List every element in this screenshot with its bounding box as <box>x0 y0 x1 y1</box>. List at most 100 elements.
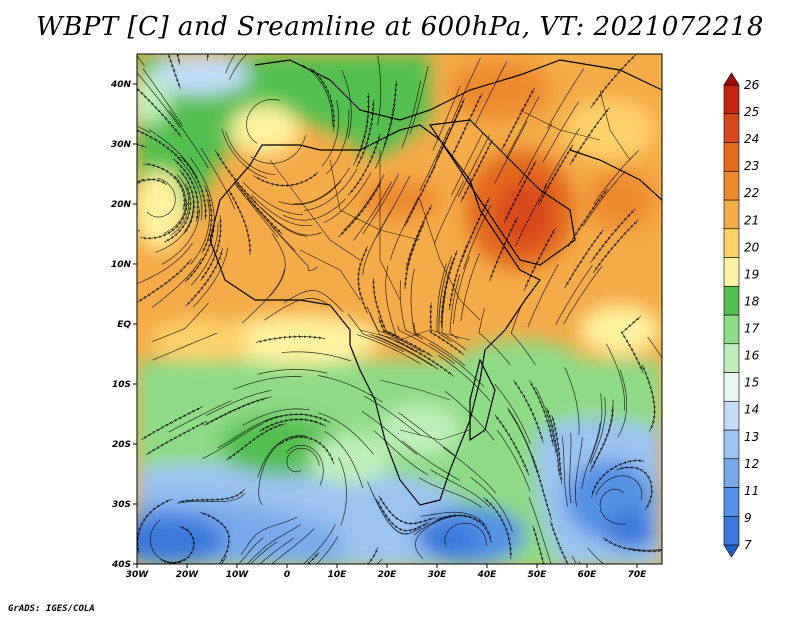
streamline <box>453 255 470 325</box>
streamline <box>587 547 605 564</box>
streamline <box>606 343 625 411</box>
streamline <box>337 182 382 238</box>
colorbar: 7 9 11 12 13 14 15 16 17 18 19 20 21 22 23 24 25 26 <box>723 72 760 558</box>
streamline <box>413 515 479 536</box>
streamline <box>242 181 303 215</box>
streamline <box>238 537 264 564</box>
streamline <box>257 369 328 375</box>
streamline <box>221 128 268 179</box>
streamline <box>602 537 662 553</box>
streamline <box>326 109 350 175</box>
streamline <box>591 459 645 498</box>
streamline <box>207 396 272 424</box>
lon-tick-label: 10W <box>226 570 250 580</box>
lat-tick-label: 20N <box>111 200 132 210</box>
streamline <box>419 126 451 191</box>
map-title: WBPT [C] and Sreamline at 600hPa, VT: 20… <box>36 12 764 42</box>
streamline <box>246 524 301 564</box>
streamline <box>494 414 530 476</box>
colorbar-level-label: 25 <box>744 105 759 119</box>
streamline <box>582 170 626 227</box>
streamline <box>542 101 579 163</box>
streamline <box>478 308 511 366</box>
streamline <box>569 432 572 503</box>
streamline <box>617 369 628 438</box>
streamline <box>532 525 551 564</box>
streamline <box>401 80 422 149</box>
colorbar-level-label: 21 <box>744 213 759 227</box>
colorbar-box <box>723 458 740 488</box>
streamline <box>278 435 335 465</box>
streamline <box>528 496 552 564</box>
streamline <box>137 72 181 128</box>
colorbar-level-label: 19 <box>744 267 759 281</box>
lat-tick-label: 30S <box>112 500 131 510</box>
streamline <box>575 436 583 507</box>
streamline <box>589 406 614 473</box>
streamline <box>224 54 226 56</box>
streamline <box>341 70 352 139</box>
streamline <box>418 477 483 509</box>
streamline <box>335 547 379 564</box>
streamline <box>178 488 246 503</box>
streamline <box>259 537 295 564</box>
streamline <box>442 446 496 494</box>
streamline <box>253 171 319 187</box>
lon-tick-label: 20E <box>378 570 398 580</box>
colorbar-box <box>723 343 740 373</box>
lon-tick-label: 30E <box>428 570 448 580</box>
colorbar-box <box>723 314 740 345</box>
colorbar-box <box>723 113 740 143</box>
colorbar-level-label: 14 <box>744 403 759 417</box>
streamline <box>401 440 460 481</box>
streamline <box>561 436 569 507</box>
streamline <box>251 194 313 227</box>
streamline <box>589 393 603 462</box>
streamline <box>160 526 196 564</box>
colorbar-level-label: 9 <box>744 511 752 525</box>
streamline <box>262 412 331 423</box>
streamline <box>223 54 224 55</box>
streamline <box>142 68 183 127</box>
lon-tick-label: 40E <box>477 570 498 580</box>
streamline <box>463 204 492 270</box>
streamline <box>378 317 433 358</box>
colorbar-box <box>723 199 740 230</box>
streamline <box>620 316 644 373</box>
colorbar-box <box>723 372 740 402</box>
streamline <box>460 139 493 203</box>
streamline <box>372 494 422 535</box>
streamline <box>146 177 176 218</box>
streamline <box>547 68 585 129</box>
streamline <box>250 541 278 564</box>
streamline <box>475 61 508 125</box>
streamline <box>283 290 344 313</box>
streamline <box>282 351 352 362</box>
streamline <box>226 423 286 461</box>
streamline <box>270 224 318 272</box>
streamline <box>428 114 459 179</box>
streamline <box>206 389 272 416</box>
colorbar-level-label: 20 <box>744 240 760 254</box>
colorbar-level-label: 17 <box>744 322 760 336</box>
streamline <box>505 96 540 159</box>
streamline <box>376 175 411 238</box>
streamline <box>293 167 350 205</box>
coastlines <box>209 59 662 506</box>
streamline <box>321 100 340 167</box>
colorbar-level-label: 18 <box>744 294 760 308</box>
streamline <box>152 302 209 342</box>
streamline <box>647 336 662 359</box>
streamline <box>240 516 298 555</box>
streamline <box>337 457 347 526</box>
lat-tick-label: EQ <box>117 320 131 330</box>
colorbar-level-label: 7 <box>744 538 752 552</box>
streamline <box>616 465 654 510</box>
streamline <box>546 407 561 477</box>
colorbar-level-label: 15 <box>744 376 759 390</box>
streamline <box>398 412 455 455</box>
streamline <box>451 57 481 122</box>
streamline <box>137 498 173 554</box>
streamline <box>316 536 339 564</box>
streamline <box>405 204 433 270</box>
